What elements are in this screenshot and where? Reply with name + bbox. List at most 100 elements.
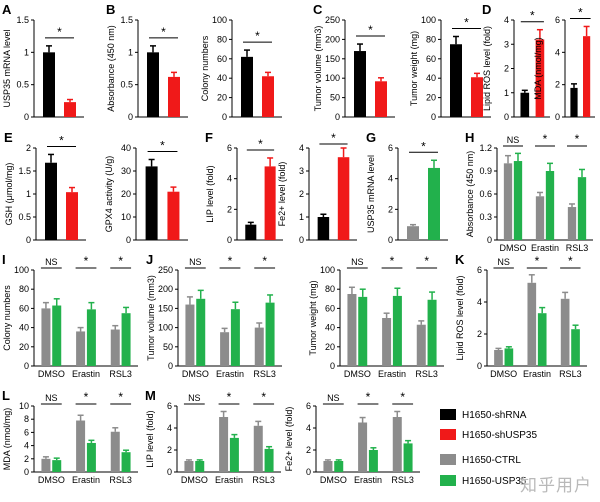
bar (76, 331, 86, 366)
y-tick-label: 100 (212, 15, 227, 25)
significance-mark: * (400, 390, 405, 404)
y-tick-label: 250 (158, 265, 173, 275)
panel-label: J (146, 252, 153, 267)
x-tick-label: Erastin (72, 475, 100, 485)
bar (407, 226, 419, 240)
y-tick-label: 80 (19, 284, 29, 294)
significance-mark: * (568, 254, 573, 268)
bar (337, 157, 350, 240)
y-tick-label: 150 (325, 54, 340, 64)
y-tick-label: 0 (504, 112, 509, 122)
y-axis-label: Colony numbers (2, 285, 12, 351)
bar (537, 313, 547, 366)
chart-a: 0 0.5 1 1.5 USP35 mRNA level A * (2, 2, 84, 122)
y-tick-label: 6 (388, 143, 393, 153)
bar (145, 166, 158, 240)
x-tick-label: Erastin (216, 369, 244, 379)
y-tick-label: 4 (555, 47, 560, 57)
y-tick-label: 1.2 (479, 143, 492, 153)
x-tick-label: DMSO (490, 369, 517, 379)
bar (368, 450, 378, 472)
x-tick-label: RSL3 (415, 369, 438, 379)
y-tick-label: 6 (306, 401, 311, 411)
y-axis-label: Fe2+ level (fold) (277, 162, 287, 227)
bar (254, 327, 264, 366)
bar (147, 52, 159, 118)
significance-mark: * (535, 254, 540, 268)
significance-mark: * (255, 29, 260, 43)
significance-mark: * (390, 254, 395, 268)
x-tick-label: DMSO (320, 475, 347, 485)
legend-swatch (440, 454, 456, 465)
y-tick-label: 80 (325, 284, 335, 294)
y-axis-label: MDA (nmol/mg) (533, 37, 543, 100)
bar (265, 302, 275, 366)
y-tick-label: 0.5 (16, 80, 29, 90)
y-tick-label: 2 (555, 80, 560, 90)
y-tick-label: 0.6 (479, 189, 492, 199)
y-tick-label: 20 (217, 93, 227, 103)
significance-mark: * (366, 390, 371, 404)
y-tick-label: 20 (426, 93, 436, 103)
bar (354, 51, 366, 117)
bar (66, 192, 78, 240)
y-tick-label: 40 (217, 73, 227, 83)
y-tick-label: 60 (19, 303, 29, 313)
y-tick-label: 100 (158, 323, 173, 333)
significance-mark: NS (497, 257, 510, 267)
x-tick-label: DMSO (182, 369, 209, 379)
y-tick-label: 2 (167, 445, 172, 455)
significance-mark: * (424, 254, 429, 268)
panel-label: E (4, 130, 13, 145)
y-tick-label: 4 (227, 174, 232, 184)
bar (264, 166, 276, 240)
y-tick-label: 80 (217, 34, 227, 44)
bar (110, 431, 120, 472)
y-axis-label: Lipid ROS level (fold) (482, 26, 492, 111)
x-tick-label: RSL3 (566, 243, 589, 253)
chart-d1: 0 1 2 3 4 Lipid ROS level (fold) D * (482, 2, 550, 122)
y-tick-label: 0.3 (479, 212, 492, 222)
legend-swatch (440, 429, 456, 440)
y-tick-label: 30 (121, 166, 131, 176)
bar (503, 163, 513, 240)
bar (196, 298, 206, 366)
y-tick-label: 1.5 (120, 15, 133, 25)
y-axis-label: GSH (μmol/mg) (4, 163, 14, 226)
significance-mark: NS (45, 257, 58, 267)
x-tick-label: RSL3 (109, 475, 132, 485)
y-tick-label: 2 (26, 143, 31, 153)
panel-label: C (313, 2, 323, 17)
bar (121, 313, 131, 366)
x-tick-label: Erastin (523, 369, 551, 379)
y-tick-label: 2 (477, 329, 482, 339)
bar (64, 102, 76, 117)
x-tick-label: RSL3 (391, 475, 414, 485)
bar (567, 207, 577, 240)
x-tick-label: RSL3 (252, 475, 275, 485)
bar (375, 81, 387, 117)
bar (583, 36, 591, 117)
y-tick-label: 1 (26, 189, 31, 199)
panel-label: D (482, 2, 491, 17)
y-tick-label: 0 (388, 235, 393, 245)
y-axis-label: LIP level (fold) (205, 165, 215, 222)
y-tick-label: 0 (168, 361, 173, 371)
bar (245, 224, 257, 240)
y-tick-label: 0.5 (120, 80, 133, 90)
y-tick-label: 0 (24, 467, 29, 477)
legend-swatch (440, 475, 456, 486)
y-tick-label: 0.9 (479, 166, 492, 176)
y-tick-label: 0 (227, 235, 232, 245)
significance-mark: * (228, 254, 233, 268)
chart-m1: 0 2 4 6 LIP level (fold) M DMSO NS Erastin * RSL3 * (145, 388, 281, 485)
bar (535, 196, 545, 240)
bar (382, 318, 392, 366)
chart-l: 0 2 4 6 8 10 MDA (nmol/mg) L DMSO NS Erastin * RSL3 * (2, 388, 138, 485)
y-tick-label: 150 (158, 303, 173, 313)
panel-label: A (2, 2, 12, 17)
significance-mark: * (59, 133, 64, 147)
